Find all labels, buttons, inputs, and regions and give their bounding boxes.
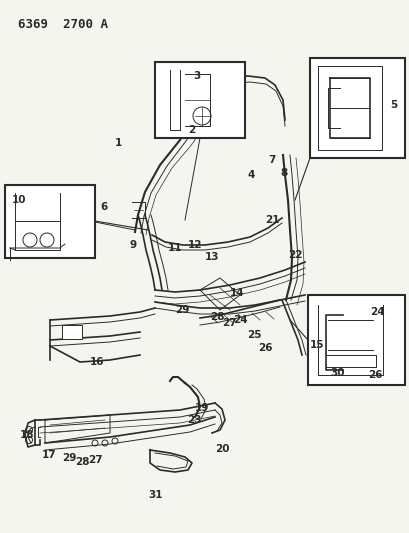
Bar xyxy=(62,325,82,339)
Text: 24: 24 xyxy=(232,315,247,325)
Bar xyxy=(309,58,404,158)
Text: 29: 29 xyxy=(175,305,189,315)
Bar xyxy=(5,185,95,258)
Text: 17: 17 xyxy=(42,450,56,460)
Bar xyxy=(307,295,404,385)
Text: 13: 13 xyxy=(204,252,219,262)
Bar xyxy=(155,62,245,138)
Text: 9: 9 xyxy=(130,240,137,250)
Text: 16: 16 xyxy=(90,357,104,367)
Text: 28: 28 xyxy=(209,312,224,322)
Text: 27: 27 xyxy=(88,455,102,465)
Text: 12: 12 xyxy=(188,240,202,250)
Text: 7: 7 xyxy=(267,155,275,165)
Text: 19: 19 xyxy=(195,403,209,413)
Text: 28: 28 xyxy=(75,457,89,467)
Text: 6: 6 xyxy=(100,202,107,212)
Text: 22: 22 xyxy=(287,250,302,260)
Text: 5: 5 xyxy=(389,100,396,110)
Text: 6369  2700 A: 6369 2700 A xyxy=(18,18,108,31)
Text: 8: 8 xyxy=(279,168,287,178)
Text: 27: 27 xyxy=(221,318,236,328)
Text: 11: 11 xyxy=(168,243,182,253)
Text: 2: 2 xyxy=(188,125,195,135)
Text: 25: 25 xyxy=(246,330,261,340)
Text: 14: 14 xyxy=(229,288,244,298)
Text: 15: 15 xyxy=(309,340,324,350)
Text: 21: 21 xyxy=(264,215,279,225)
Text: 30: 30 xyxy=(329,368,344,378)
Text: 26: 26 xyxy=(367,370,382,380)
Text: 1: 1 xyxy=(115,138,122,148)
Text: 29: 29 xyxy=(62,453,76,463)
Text: 24: 24 xyxy=(369,307,384,317)
Text: 10: 10 xyxy=(12,195,27,205)
Text: 20: 20 xyxy=(214,444,229,454)
Text: 3: 3 xyxy=(193,71,200,81)
Text: 31: 31 xyxy=(148,490,162,500)
Text: 26: 26 xyxy=(257,343,272,353)
Text: 4: 4 xyxy=(247,170,255,180)
Text: 18: 18 xyxy=(20,430,34,440)
Text: 23: 23 xyxy=(187,415,201,425)
